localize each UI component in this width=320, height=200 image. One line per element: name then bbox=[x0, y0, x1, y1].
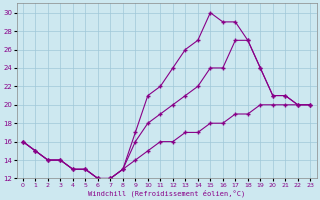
X-axis label: Windchill (Refroidissement éolien,°C): Windchill (Refroidissement éolien,°C) bbox=[88, 189, 245, 197]
